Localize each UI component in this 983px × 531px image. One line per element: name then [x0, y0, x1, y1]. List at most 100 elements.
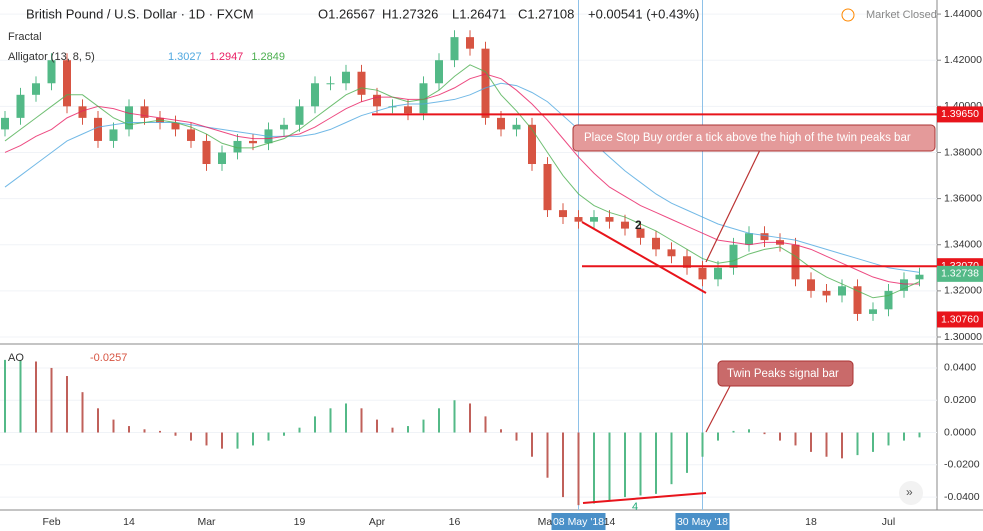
price-label: 1.39650: [941, 108, 979, 120]
candle-body: [466, 37, 474, 49]
candle-body: [357, 71, 366, 95]
x-tick-label: Mar: [197, 516, 216, 528]
indicator-name[interactable]: Alligator (13, 8, 5): [8, 51, 95, 63]
callout-pointer: [705, 149, 761, 263]
candle-body: [202, 140, 211, 165]
candle-body: [636, 228, 645, 238]
candle-body: [822, 290, 831, 296]
candle-body: [605, 217, 614, 222]
x-tick-label: 14: [123, 516, 135, 528]
candle-body: [760, 233, 769, 241]
callout: [717, 360, 854, 387]
candle-body: [125, 106, 133, 130]
indicator-name[interactable]: AO: [8, 352, 24, 364]
candle-body: [109, 129, 118, 141]
indicator-values: 1.3027 1.2947 1.2849: [168, 51, 285, 63]
alligator-value: 1.2947: [210, 51, 244, 63]
candle-body: [667, 249, 676, 257]
candle-body: [574, 217, 583, 222]
callout: [572, 124, 936, 152]
candle-body: [512, 124, 521, 130]
x-tick-label: 08 May '18: [553, 516, 604, 528]
y-tick-label: 1.32000: [944, 285, 982, 297]
candle-body: [249, 140, 257, 144]
y-tick-label: 1.38000: [944, 146, 982, 158]
ao-tick-label: 0.0400: [944, 362, 976, 374]
x-tick-label: 16: [449, 516, 461, 528]
candle-body: [528, 124, 536, 165]
x-tick-label: Apr: [369, 516, 386, 528]
candle-body: [838, 286, 846, 296]
candle-body: [853, 286, 862, 314]
candle-body: [900, 279, 908, 291]
open: O1.26567: [318, 6, 375, 21]
ao-tick-label: -0.0200: [944, 459, 980, 471]
date-highlight: [675, 513, 730, 530]
candle-body: [714, 267, 722, 280]
candle-body: [621, 221, 629, 229]
price-label: 1.30760: [941, 313, 979, 325]
y-tick-label: 1.36000: [944, 192, 982, 204]
price-label-box: [937, 106, 983, 123]
peak-label: 4: [632, 501, 638, 513]
change: +0.00541 (+0.43%): [588, 6, 699, 21]
candle-body: [218, 152, 226, 165]
ao-tick-label: 0.0000: [944, 426, 976, 438]
callout-pointer: [705, 385, 731, 433]
candle-body: [295, 106, 304, 125]
candle-body: [698, 267, 707, 280]
candle-body: [419, 83, 428, 114]
candle-body: [807, 279, 815, 291]
y-tick-label: 1.34000: [944, 239, 982, 251]
candle-body: [233, 140, 242, 153]
candle-body: [791, 244, 800, 280]
candle-body: [683, 256, 691, 268]
candle-body: [47, 60, 56, 84]
candle-body: [404, 106, 412, 114]
candle-body: [543, 164, 552, 211]
trend-line: [581, 221, 707, 294]
price-label: 1.32738: [941, 268, 979, 280]
candle-body: [1, 117, 9, 130]
candle-body: [869, 309, 877, 314]
x-tick-label: Jul: [882, 516, 895, 528]
symbol[interactable]: British Pound / U.S. Dollar · 1D · FXCM: [26, 6, 254, 21]
candle-body: [94, 117, 102, 141]
candle-body: [32, 83, 40, 95]
candle-body: [16, 94, 25, 118]
candle-body: [915, 274, 924, 280]
y-tick-label: 1.44000: [944, 8, 982, 20]
candle-body: [342, 71, 350, 84]
scroll-icon[interactable]: »: [906, 485, 913, 499]
candle-body: [450, 37, 459, 61]
candle-body: [481, 48, 490, 118]
candle-body: [326, 83, 335, 85]
high: H1.27326: [382, 6, 438, 21]
scroll-button[interactable]: [899, 481, 923, 505]
candle-body: [590, 217, 598, 222]
candle-body: [373, 94, 381, 107]
ao-tick-label: 0.0200: [944, 394, 976, 406]
candle-body: [745, 233, 753, 245]
x-tick-label: 18: [805, 516, 817, 528]
candle-body: [559, 210, 567, 218]
alligator-line: [4, 82, 920, 273]
alligator-value: 1.3027: [168, 51, 202, 63]
candle-body: [171, 122, 180, 130]
ao-tick-label: -0.0400: [944, 491, 980, 503]
candle-body: [140, 106, 149, 118]
alligator-value: 1.2849: [251, 51, 285, 63]
low: L1.26471: [452, 6, 506, 21]
candle-body: [311, 83, 319, 107]
candle-body: [187, 129, 195, 141]
ao-trend-line: [582, 492, 707, 504]
x-tick-label: 19: [294, 516, 306, 528]
candle-body: [280, 124, 288, 130]
date-highlight: [551, 513, 606, 530]
candle-body: [729, 244, 738, 268]
indicator-name[interactable]: Fractal: [8, 31, 42, 43]
y-tick-label: 1.30000: [944, 331, 982, 343]
callout-text: Place Stop Buy order a tick above the hi…: [584, 132, 911, 144]
candle-body: [63, 60, 71, 107]
